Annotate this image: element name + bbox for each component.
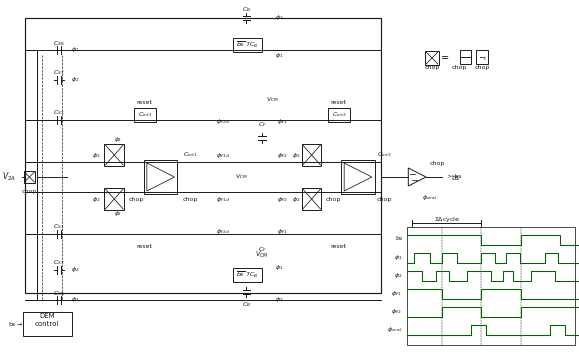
Text: $C_{S1}$: $C_{S1}$: [53, 109, 65, 118]
Text: $V_{CM}$: $V_{CM}$: [235, 173, 248, 181]
Bar: [25, 18, 380, 293]
Text: chop: chop: [182, 197, 198, 202]
Text: $C_{S8}$: $C_{S8}$: [53, 39, 65, 48]
Text: $\phi_2$: $\phi_2$: [275, 13, 283, 22]
Text: $\phi_2$: $\phi_2$: [114, 136, 122, 144]
Bar: [24, 171, 35, 183]
Text: $\phi_{F1}$: $\phi_{F1}$: [391, 289, 402, 297]
Bar: [233, 38, 262, 52]
Text: $\phi_2$: $\phi_2$: [92, 195, 101, 203]
Text: $C_{int2}$: $C_{int2}$: [378, 151, 392, 159]
Text: $\phi_{F2}$: $\phi_{F2}$: [391, 306, 402, 316]
Text: $V_{CM}$: $V_{CM}$: [255, 250, 269, 260]
Text: reset: reset: [136, 100, 152, 105]
Text: chop: chop: [22, 190, 37, 195]
Text: chop: chop: [129, 197, 144, 202]
Text: $\phi_2$: $\phi_2$: [394, 271, 402, 279]
Text: chop: chop: [452, 66, 467, 71]
Text: $\phi_2$: $\phi_2$: [71, 266, 79, 274]
Bar: [341, 160, 375, 194]
Text: $\overline{bs}$ $7C_B$: $\overline{bs}$ $7C_B$: [236, 40, 259, 50]
Text: $\phi_2$: $\phi_2$: [292, 195, 300, 203]
Bar: [328, 108, 350, 122]
Text: $\phi_{eval}$: $\phi_{eval}$: [422, 193, 438, 202]
Text: $C_{S7}$: $C_{S7}$: [53, 69, 65, 77]
Bar: [233, 268, 262, 282]
Text: $\phi_2$: $\phi_2$: [92, 151, 101, 159]
Text: $C_B$: $C_B$: [242, 6, 251, 15]
Text: $\Sigma\Delta$cycle: $\Sigma\Delta$cycle: [434, 214, 460, 224]
Text: $C_F$: $C_F$: [258, 246, 267, 255]
Text: DEM: DEM: [39, 313, 55, 319]
Text: > bs: > bs: [447, 175, 461, 180]
Text: $\phi_1$: $\phi_1$: [275, 263, 283, 273]
Bar: [134, 108, 156, 122]
Text: bs$\rightarrow$: bs$\rightarrow$: [8, 320, 23, 328]
Text: $\phi_{F2d}$: $\phi_{F2d}$: [216, 118, 230, 126]
Text: $\phi_{eval}$: $\phi_{eval}$: [387, 324, 402, 333]
Text: $C_{int1}$: $C_{int1}$: [183, 151, 197, 159]
Bar: [104, 188, 124, 210]
Text: reset: reset: [330, 245, 346, 250]
Text: $\phi_{F1d}$: $\phi_{F1d}$: [216, 195, 230, 203]
Text: $V_{2A}$: $V_{2A}$: [2, 171, 16, 183]
Bar: [302, 188, 321, 210]
Text: $C_{int1}$: $C_{int1}$: [138, 110, 152, 119]
Text: $C_{S1}$: $C_{S1}$: [53, 223, 65, 231]
Text: bs: bs: [452, 175, 460, 181]
Bar: [104, 144, 124, 166]
Text: control: control: [35, 321, 60, 327]
Text: $\neg$: $\neg$: [478, 54, 486, 62]
Text: =: =: [441, 53, 449, 63]
Bar: [407, 227, 575, 345]
Text: chop: chop: [475, 66, 490, 71]
Text: bs: bs: [395, 236, 402, 241]
Bar: [23, 312, 72, 336]
Text: chop: chop: [424, 66, 439, 71]
Text: $\overline{bs}$ $7C_B$: $\overline{bs}$ $7C_B$: [236, 270, 259, 280]
Text: $\phi_2$: $\phi_2$: [114, 209, 122, 218]
Text: $\phi_2$: $\phi_2$: [275, 295, 283, 305]
Text: $\phi_1$: $\phi_1$: [71, 45, 79, 55]
Text: $\phi_{F1d}$: $\phi_{F1d}$: [216, 151, 230, 159]
Text: chop: chop: [429, 160, 445, 165]
Bar: [302, 144, 321, 166]
Bar: [460, 50, 471, 64]
Text: $\phi_2$: $\phi_2$: [292, 151, 300, 159]
Text: $C_{int2}$: $C_{int2}$: [332, 110, 346, 119]
Text: $V_{CM}$: $V_{CM}$: [266, 95, 278, 104]
Text: $\phi_{F2}$: $\phi_{F2}$: [277, 195, 288, 203]
Text: $\phi_{F1}$: $\phi_{F1}$: [277, 118, 288, 126]
Text: reset: reset: [330, 100, 346, 105]
Bar: [477, 50, 488, 64]
Text: $C_B$: $C_B$: [242, 301, 251, 310]
Text: $\phi_1$: $\phi_1$: [275, 50, 283, 60]
Text: chop: chop: [377, 197, 393, 202]
Text: reset: reset: [136, 245, 152, 250]
Text: $C_F$: $C_F$: [258, 121, 267, 130]
Text: $\phi_{F2d}$: $\phi_{F2d}$: [216, 228, 230, 236]
Text: $\phi_1$: $\phi_1$: [394, 252, 402, 262]
Text: $C_{S7}$: $C_{S7}$: [53, 258, 65, 267]
Text: $\phi_2$: $\phi_2$: [71, 76, 79, 84]
Bar: [144, 160, 177, 194]
Text: chop: chop: [325, 197, 341, 202]
Text: $\phi_1$: $\phi_1$: [71, 295, 79, 305]
Text: $\phi_{F1}$: $\phi_{F1}$: [277, 228, 288, 236]
Text: $\phi_{F2}$: $\phi_{F2}$: [277, 151, 288, 159]
Bar: [425, 51, 439, 65]
Text: $C_{S8}$: $C_{S8}$: [53, 290, 65, 299]
